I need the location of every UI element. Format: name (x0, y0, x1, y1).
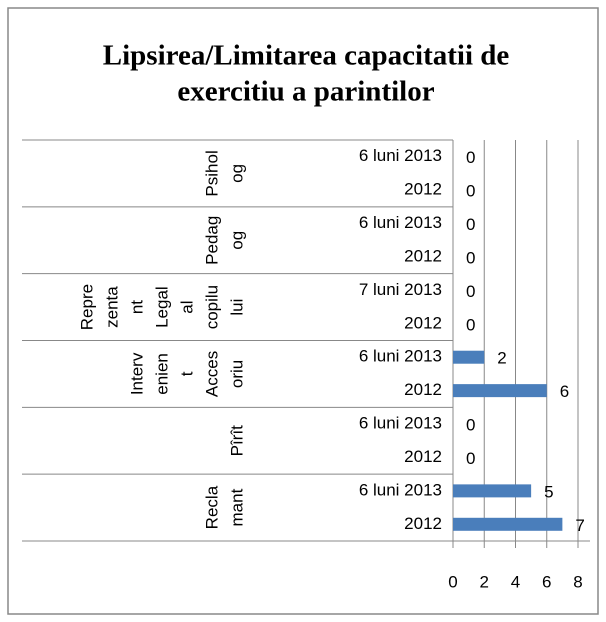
group-label: mant (227, 488, 246, 526)
group-label: al (177, 300, 196, 313)
category-label: 2012 (404, 313, 442, 332)
group-label: og (227, 164, 246, 183)
category-label: 2012 (404, 380, 442, 399)
category-label: 2012 (404, 514, 442, 533)
x-tick-label: 2 (480, 572, 489, 591)
chart-title: exercitiu a parintilor (177, 76, 434, 108)
group-label: enien (152, 353, 171, 395)
group-label: copilu (202, 285, 221, 329)
category-label: 6 luni 2013 (359, 146, 442, 165)
group-label: t (177, 371, 196, 376)
category-label: 6 luni 2013 (359, 414, 442, 433)
chart-title: Lipsirea/Limitarea capacitatii de (103, 40, 510, 72)
data-label: 7 (575, 516, 584, 535)
group-label: Legal (152, 286, 171, 328)
data-label: 6 (560, 382, 569, 401)
group-label: lui (227, 299, 246, 316)
data-label: 0 (466, 315, 475, 334)
category-label: 6 luni 2013 (359, 213, 442, 232)
group-label: oriu (227, 360, 246, 388)
group-label: Acces (202, 351, 221, 397)
category-label: 2012 (404, 246, 442, 265)
group-label: og (227, 231, 246, 250)
group-label: Recla (202, 485, 221, 529)
group-label: Psihol (202, 150, 221, 196)
data-label: 0 (466, 182, 475, 201)
group-label: Pedag (202, 216, 221, 265)
group-label: zenta (102, 286, 121, 328)
category-label: 2012 (404, 447, 442, 466)
data-label: 0 (466, 416, 475, 435)
group-label: Pîrît (227, 425, 246, 456)
chart-border (7, 7, 599, 615)
x-tick-label: 6 (542, 572, 551, 591)
data-label: 5 (544, 482, 553, 501)
data-label: 0 (466, 449, 475, 468)
data-label: 0 (466, 215, 475, 234)
data-label: 0 (466, 248, 475, 267)
x-tick-label: 4 (511, 572, 520, 591)
data-label: 2 (497, 349, 506, 368)
group-label: nt (127, 300, 146, 314)
bar (453, 350, 485, 364)
group-label: Repre (77, 284, 96, 330)
data-label: 0 (466, 148, 475, 167)
category-label: 6 luni 2013 (359, 480, 442, 499)
bar (453, 517, 563, 531)
bar (453, 384, 547, 398)
category-label: 7 luni 2013 (359, 280, 442, 299)
x-tick-label: 8 (573, 572, 582, 591)
data-label: 0 (466, 282, 475, 301)
category-label: 2012 (404, 180, 442, 199)
category-label: 6 luni 2013 (359, 347, 442, 366)
x-tick-label: 0 (448, 572, 457, 591)
bar (453, 484, 532, 498)
group-label: Interv (127, 352, 146, 395)
